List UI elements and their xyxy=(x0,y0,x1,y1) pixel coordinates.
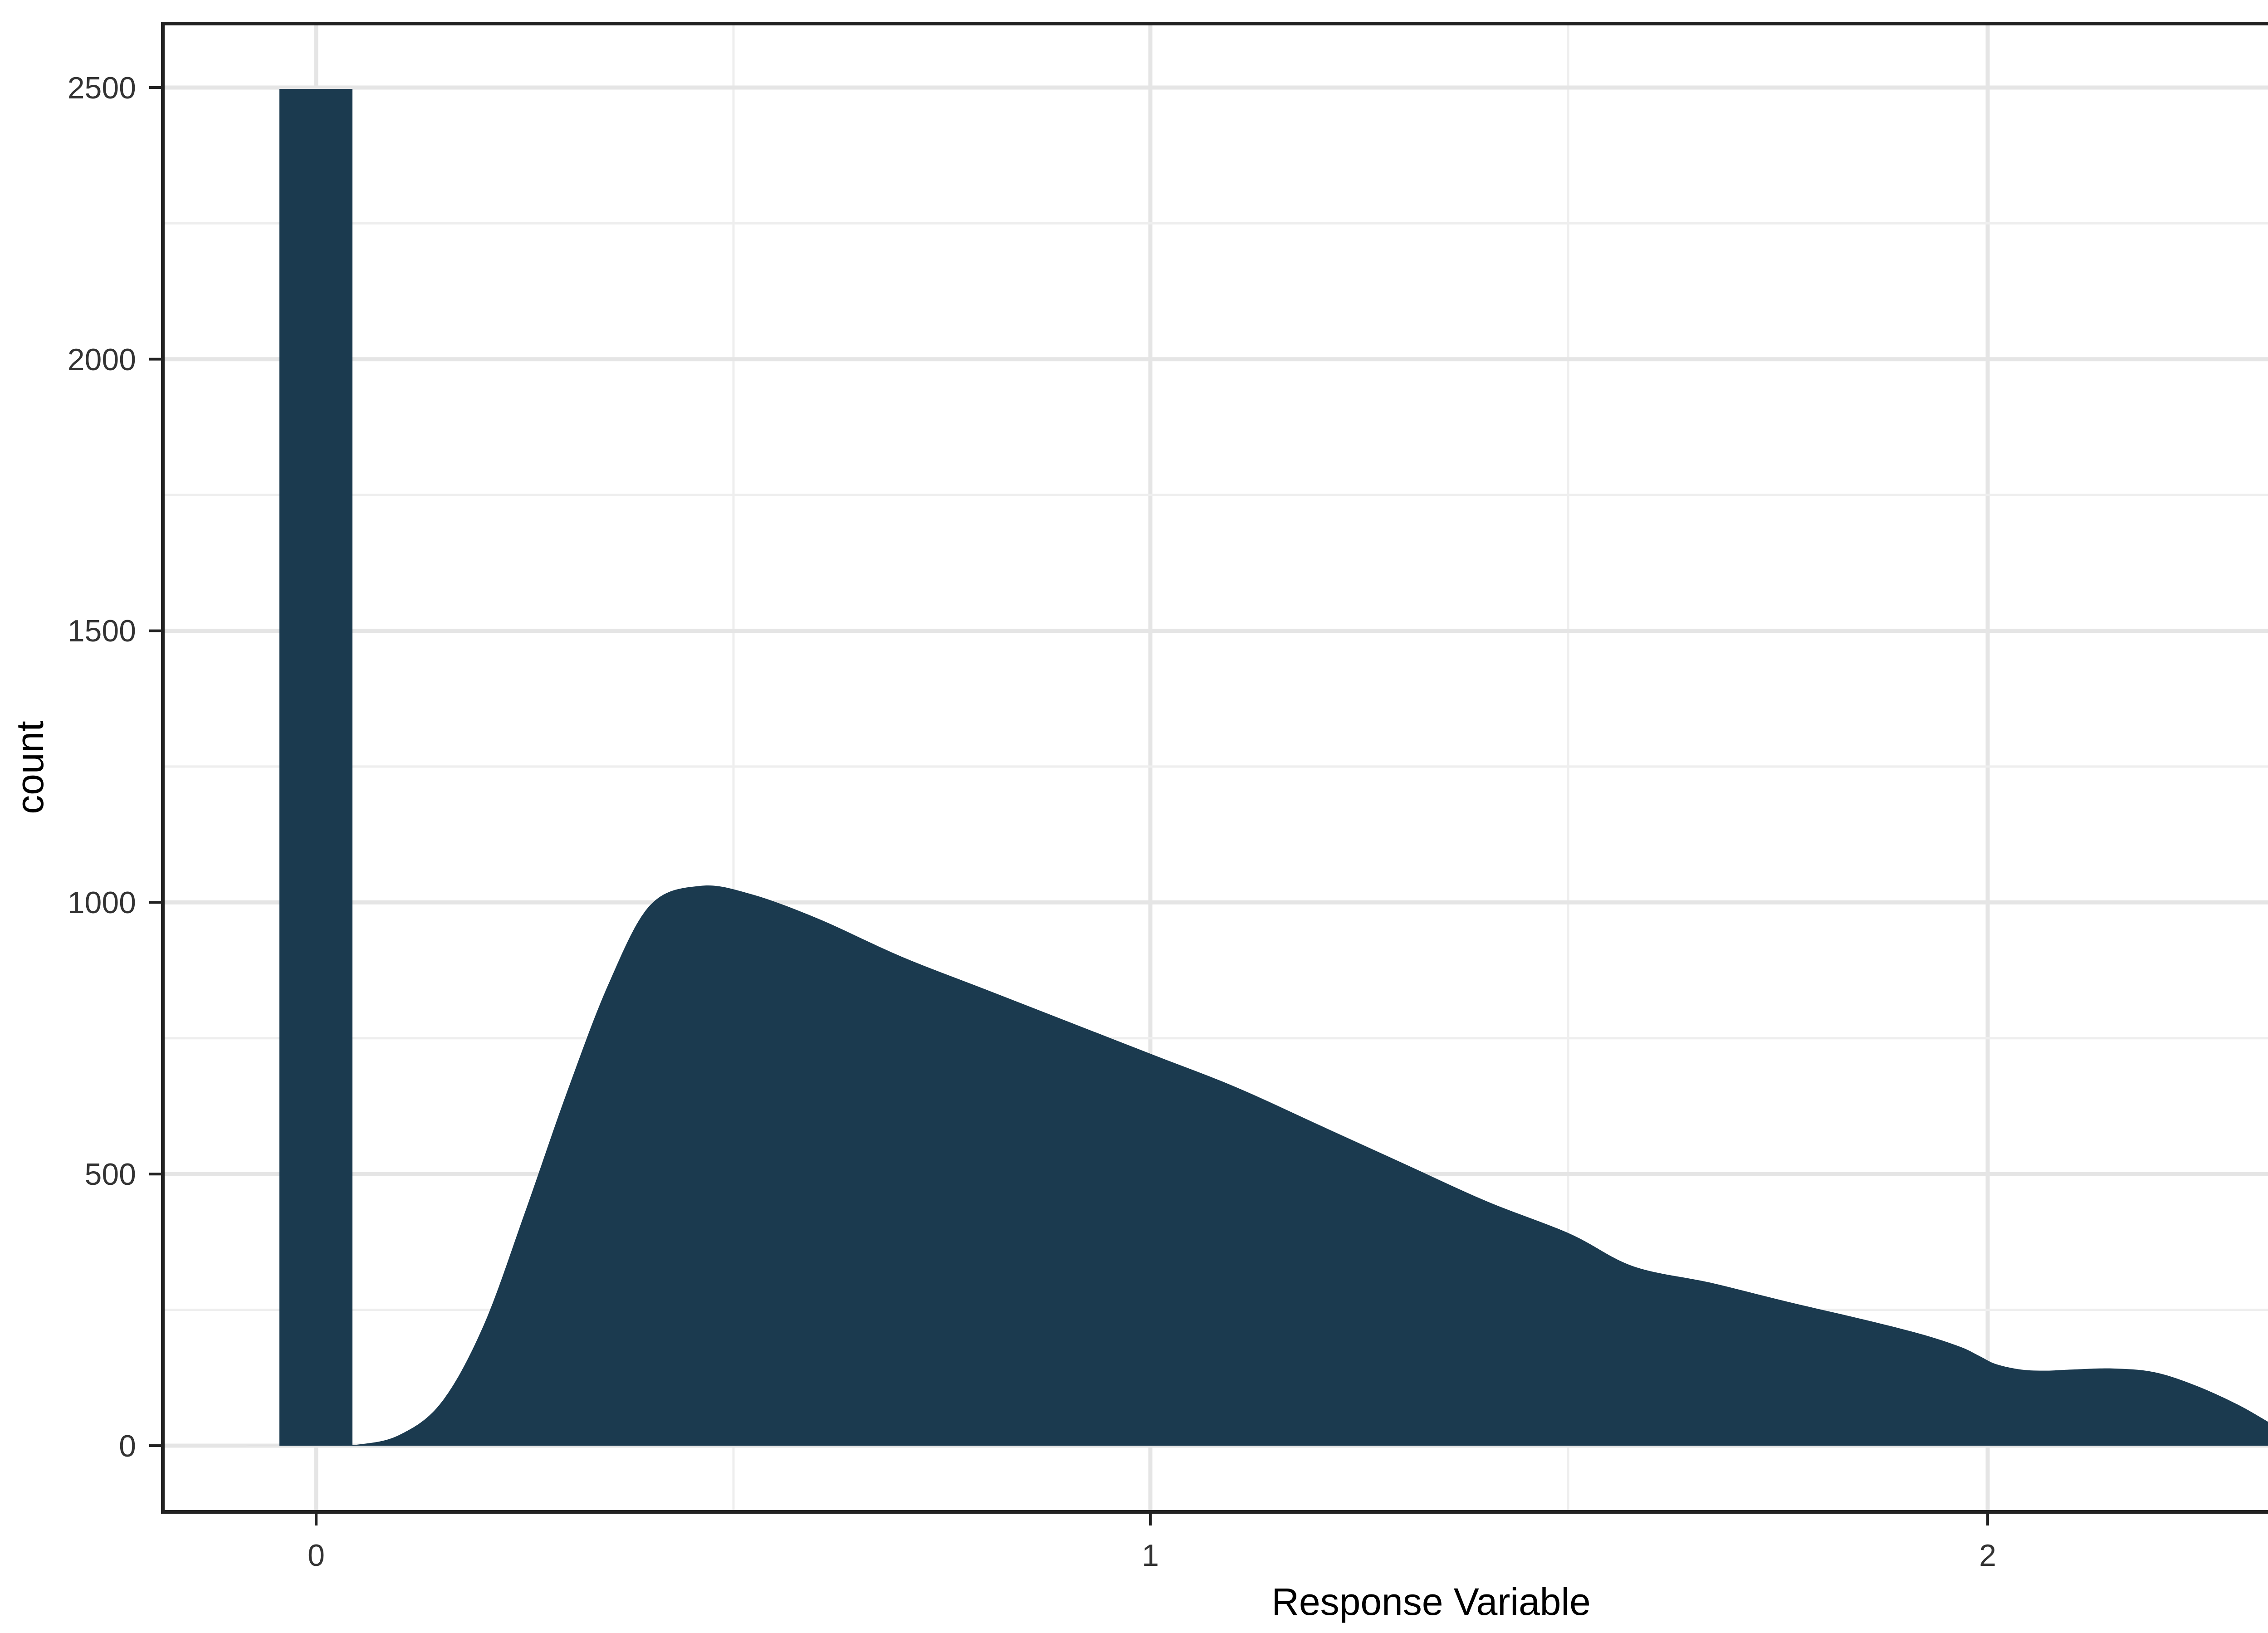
svg-text:2500: 2500 xyxy=(68,71,136,105)
svg-text:Response Variable: Response Variable xyxy=(1271,1580,1591,1623)
svg-text:2000: 2000 xyxy=(68,342,136,377)
svg-text:0: 0 xyxy=(308,1538,325,1573)
svg-text:500: 500 xyxy=(85,1157,136,1192)
svg-text:count: count xyxy=(9,721,51,814)
svg-text:1000: 1000 xyxy=(68,885,136,920)
svg-text:2: 2 xyxy=(1979,1538,1996,1573)
svg-text:0: 0 xyxy=(119,1429,136,1463)
svg-text:1500: 1500 xyxy=(68,614,136,648)
svg-text:1: 1 xyxy=(1142,1538,1159,1573)
